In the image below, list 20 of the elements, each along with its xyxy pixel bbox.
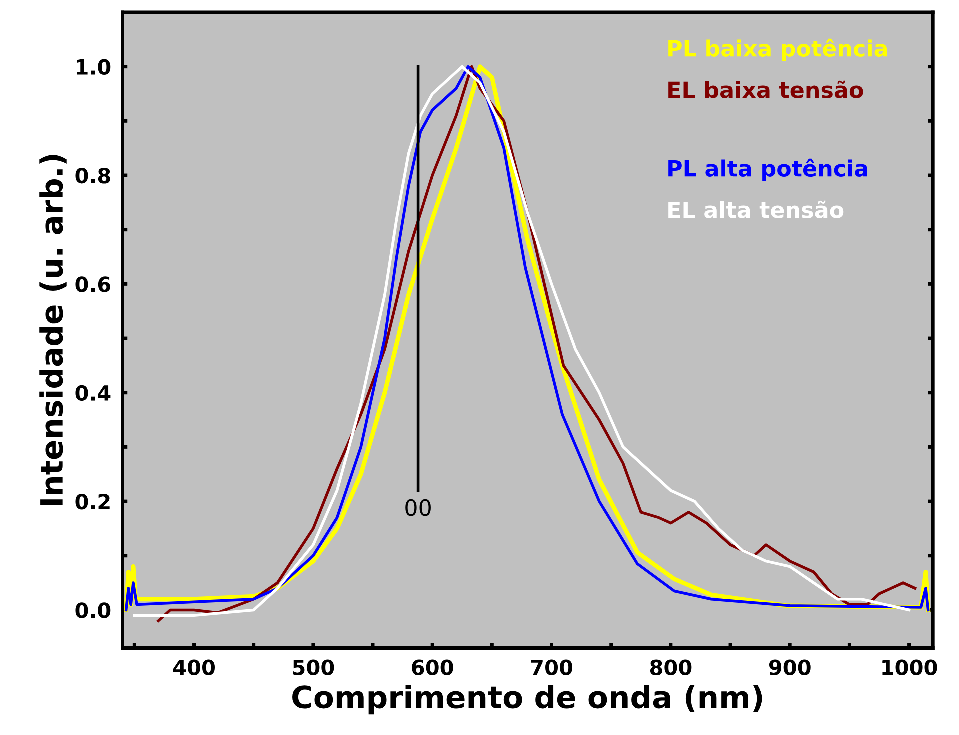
y-tick-label: 0.8 xyxy=(76,168,110,184)
x-tick-label: 500 xyxy=(293,660,334,676)
text: PL baixa potência xyxy=(668,38,888,62)
x-tick-label: 900 xyxy=(769,660,811,676)
y-tick-label: 0.0 xyxy=(76,602,111,618)
annotation: 00 xyxy=(406,499,431,516)
x-tick-label: 1000 xyxy=(882,660,938,676)
y-tick-label: 0.4 xyxy=(76,385,111,402)
x-tick-label: 600 xyxy=(412,660,454,676)
x-axis-title: Comprimento de onda (nm) xyxy=(292,685,762,715)
x-tick-label: 800 xyxy=(650,660,692,676)
y-tick-label: 0.2 xyxy=(76,494,110,510)
y-axis-title: Intensidade (u. arb.) xyxy=(40,155,67,506)
y-tick-label: 1.0 xyxy=(77,59,111,76)
text: PL alta potência xyxy=(668,158,868,182)
text: EL baixa tensão xyxy=(668,80,864,98)
y-tick-label: 0.6 xyxy=(76,276,111,292)
x-tick-label: 400 xyxy=(173,660,215,676)
x-tick-label: 700 xyxy=(531,660,573,676)
text: EL alta tensão xyxy=(668,200,844,218)
